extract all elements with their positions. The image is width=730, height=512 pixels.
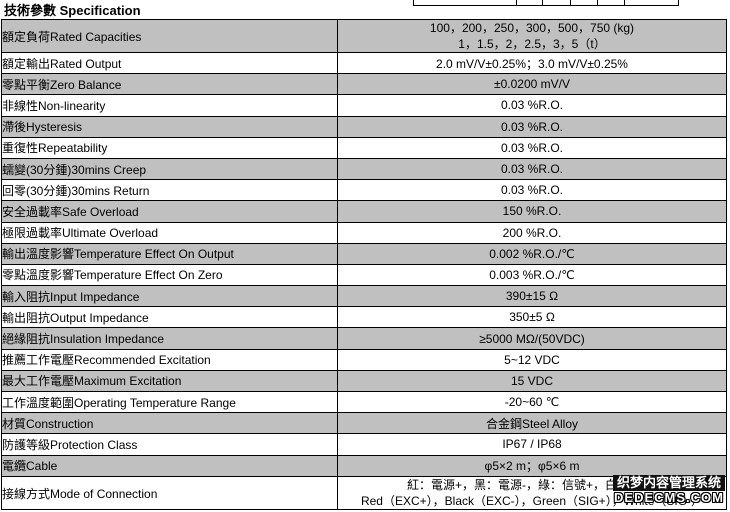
table-row: 輸出阻抗Output Impedance 350±5 Ω	[1, 306, 727, 329]
spec-label: 蠕變(30分鍾)30mins Creep	[1, 157, 338, 181]
spec-value-line: 紅：電源+，黑：電源-，綠：信號+，白：信號-	[406, 478, 657, 492]
spec-value-line: 100，200，250，300，500，750 (kg)	[429, 21, 635, 35]
spec-label: 工作溫度範圍Operating Temperature Range	[1, 390, 338, 414]
spec-label: 材質Construction	[1, 412, 338, 435]
spec-label: 電纜Cable	[1, 454, 338, 478]
spec-value: 合金鋼Steel Alloy	[337, 412, 727, 435]
spec-value: 200 %R.O.	[337, 221, 727, 244]
table-row: 推薦工作電壓Recommended Excitation 5~12 VDC	[1, 348, 727, 371]
table-row: 零點平衡Zero Balance ±0.0200 mV/V	[1, 73, 727, 96]
spec-value-line: 1，1.5，2，2.5，3，5（t）	[458, 37, 606, 51]
spec-value: 150 %R.O.	[337, 200, 727, 223]
page-title: 技術參數 Specification	[4, 3, 141, 18]
spec-value: ±0.0200 mV/V	[337, 73, 727, 96]
spec-value: 390±15 Ω	[337, 285, 727, 308]
spec-value: 0.03 %R.O.	[337, 157, 727, 181]
spec-label: 回零(30分鍾)30mins Return	[1, 179, 338, 202]
table-row: 回零(30分鍾)30mins Return 0.03 %R.O.	[1, 179, 727, 202]
table-row: 重復性Repeatability 0.03 %R.O.	[1, 136, 727, 159]
spec-label: 額定負荷Rated Capacities	[1, 19, 338, 53]
spec-label: 極限過載率Ultimate Overload	[1, 221, 338, 244]
remnant-divider	[413, 0, 414, 5]
spec-label: 安全過載率Safe Overload	[1, 200, 338, 223]
spec-label: 絕緣阻抗Insulation Impedance	[1, 327, 338, 350]
spec-value: φ5×2 m；φ5×6 m	[337, 454, 727, 478]
spec-label: 最大工作電壓Maximum Excitation	[1, 369, 338, 393]
spec-label: 額定輸出Rated Output	[1, 51, 338, 75]
spec-label: 滯後Hysteresis	[1, 115, 338, 138]
table-row: 額定負荷Rated Capacities 100，200，250，300，500…	[1, 19, 727, 53]
table-row: 非線性Non-linearity 0.03 %R.O.	[1, 94, 727, 117]
table-row: 額定輸出Rated Output 2.0 mV/V±0.25%；3.0 mV/V…	[1, 51, 727, 75]
spec-label: 推薦工作電壓Recommended Excitation	[1, 348, 338, 371]
spec-value: 5~12 VDC	[337, 348, 727, 371]
table-row: 零點溫度影響Temperature Effect On Zero 0.003 %…	[1, 263, 727, 287]
remnant-divider	[597, 0, 598, 5]
spec-label: 非線性Non-linearity	[1, 94, 338, 117]
table-row: 蠕變(30分鍾)30mins Creep 0.03 %R.O.	[1, 157, 727, 181]
spec-label: 輸出溫度影響Temperature Effect On Output	[1, 242, 338, 265]
spec-value: 0.03 %R.O.	[337, 136, 727, 159]
spec-value: 0.03 %R.O.	[337, 179, 727, 202]
spec-value: 0.002 %R.O./℃	[337, 242, 727, 265]
spec-value: IP67 / IP68	[337, 433, 727, 456]
table-row: 極限過載率Ultimate Overload 200 %R.O.	[1, 221, 727, 244]
remnant-divider	[678, 0, 679, 5]
table-row: 輸出溫度影響Temperature Effect On Output 0.002…	[1, 242, 727, 265]
spec-label: 輸出阻抗Output Impedance	[1, 306, 338, 329]
table-row: 材質Construction 合金鋼Steel Alloy	[1, 412, 727, 435]
watermark-url: DEDECMS.COM	[614, 490, 724, 505]
spec-label: 接線方式Mode of Connection	[1, 476, 338, 510]
spec-label: 輸入阻抗Input Impedance	[1, 285, 338, 308]
remnant-divider	[570, 0, 571, 5]
table-row: 絕緣阻抗Insulation Impedance ≥5000 MΩ/(50VDC…	[1, 327, 727, 350]
spec-label: 零點平衡Zero Balance	[1, 73, 338, 96]
spec-value: 紅：電源+，黑：電源-，綠：信號+，白：信號- Red（EXC+），Black（…	[337, 476, 727, 510]
spec-value: 350±5 Ω	[337, 306, 727, 329]
watermark: 织梦内容管理系统 DEDECMS.COM	[613, 475, 725, 505]
table-row: 電纜Cable φ5×2 m；φ5×6 m	[1, 454, 727, 478]
table-row: 輸入阻抗Input Impedance 390±15 Ω	[1, 285, 727, 308]
spec-value: 0.03 %R.O.	[337, 94, 727, 117]
spec-label: 零點溫度影響Temperature Effect On Zero	[1, 263, 338, 287]
spec-table: 額定負荷Rated Capacities 100，200，250，300，500…	[1, 19, 727, 510]
spec-value: 2.0 mV/V±0.25%；3.0 mV/V±0.25%	[337, 51, 727, 75]
table-row: 安全過載率Safe Overload 150 %R.O.	[1, 200, 727, 223]
spec-value: 15 VDC	[337, 369, 727, 393]
table-row: 滯後Hysteresis 0.03 %R.O.	[1, 115, 727, 138]
remnant-divider	[516, 0, 517, 5]
spec-label: 重復性Repeatability	[1, 136, 338, 159]
spec-value: 0.03 %R.O.	[337, 115, 727, 138]
spec-label: 防護等級Protection Class	[1, 433, 338, 456]
table-row: 防護等級Protection Class IP67 / IP68	[1, 433, 727, 456]
cropped-table-remnant	[413, 0, 679, 6]
spec-value: 100，200，250，300，500，750 (kg) 1，1.5，2，2.5…	[337, 19, 727, 53]
spec-value: ≥5000 MΩ/(50VDC)	[337, 327, 727, 350]
spec-value-line: Red（EXC+），Black（EXC-），Green（SIG+），White（…	[360, 494, 704, 508]
table-row: 接線方式Mode of Connection 紅：電源+，黑：電源-，綠：信號+…	[1, 476, 727, 510]
remnant-divider	[542, 0, 543, 5]
table-row: 工作溫度範圍Operating Temperature Range -20~60…	[1, 390, 727, 414]
spec-value: -20~60 ℃	[337, 390, 727, 414]
spec-value: 0.003 %R.O./℃	[337, 263, 727, 287]
remnant-divider	[624, 0, 625, 5]
table-row: 最大工作電壓Maximum Excitation 15 VDC	[1, 369, 727, 393]
watermark-banner: 织梦内容管理系统	[613, 475, 725, 491]
